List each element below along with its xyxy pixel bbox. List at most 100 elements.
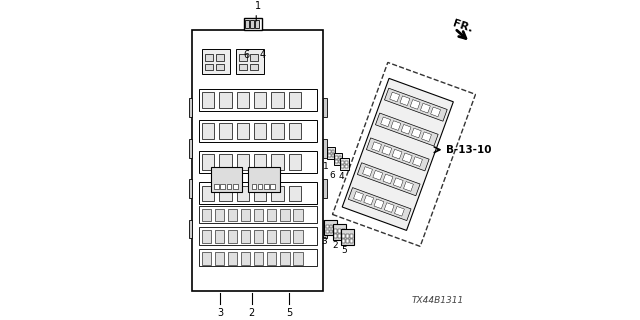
Bar: [215, 209, 224, 221]
Polygon shape: [372, 142, 381, 151]
Bar: [211, 167, 242, 192]
Bar: [350, 234, 353, 238]
Bar: [250, 20, 254, 28]
Bar: [254, 154, 266, 170]
Bar: [189, 98, 193, 117]
Bar: [293, 230, 303, 243]
Bar: [330, 230, 332, 233]
Bar: [271, 123, 284, 139]
Bar: [198, 120, 317, 142]
Text: 1: 1: [255, 1, 262, 11]
Bar: [270, 184, 275, 188]
Bar: [267, 230, 276, 243]
Bar: [239, 64, 247, 70]
Bar: [216, 54, 223, 61]
Bar: [220, 123, 232, 139]
Bar: [339, 160, 342, 164]
Bar: [202, 252, 211, 265]
Bar: [334, 229, 337, 233]
Bar: [280, 230, 289, 243]
Polygon shape: [373, 171, 383, 180]
Polygon shape: [394, 206, 404, 216]
Bar: [236, 49, 264, 74]
Bar: [335, 156, 338, 159]
Text: TX44B1311: TX44B1311: [412, 296, 465, 305]
Bar: [293, 252, 303, 265]
Bar: [326, 147, 335, 159]
Bar: [215, 252, 224, 265]
Bar: [338, 234, 341, 238]
Bar: [340, 158, 349, 170]
Bar: [280, 209, 289, 221]
Polygon shape: [376, 113, 438, 146]
Bar: [220, 184, 225, 188]
Polygon shape: [381, 117, 390, 127]
Bar: [323, 220, 327, 238]
Text: B-13-10: B-13-10: [446, 145, 492, 155]
Bar: [214, 184, 219, 188]
Bar: [342, 239, 345, 243]
Bar: [241, 230, 250, 243]
Bar: [264, 184, 269, 188]
Bar: [202, 209, 211, 221]
Polygon shape: [431, 107, 440, 117]
Bar: [202, 154, 214, 170]
Bar: [202, 49, 230, 74]
Polygon shape: [403, 153, 412, 163]
Polygon shape: [384, 203, 394, 212]
Text: 3: 3: [321, 236, 326, 245]
Bar: [237, 186, 249, 201]
Bar: [189, 179, 193, 198]
Bar: [220, 186, 232, 201]
Text: 4: 4: [339, 172, 344, 181]
Bar: [237, 92, 249, 108]
Polygon shape: [367, 138, 429, 171]
Polygon shape: [357, 163, 420, 196]
Bar: [202, 123, 214, 139]
FancyBboxPatch shape: [193, 30, 323, 291]
Bar: [280, 252, 289, 265]
Polygon shape: [392, 149, 402, 159]
Bar: [333, 230, 336, 233]
Bar: [339, 156, 342, 159]
Bar: [258, 184, 262, 188]
Text: 2: 2: [248, 308, 255, 318]
Bar: [342, 234, 345, 238]
Text: 4: 4: [259, 50, 266, 60]
Bar: [198, 228, 317, 244]
Bar: [198, 89, 317, 111]
Polygon shape: [353, 192, 364, 201]
Bar: [220, 92, 232, 108]
Bar: [342, 229, 344, 233]
Bar: [289, 123, 301, 139]
Polygon shape: [364, 195, 374, 205]
Bar: [323, 179, 327, 198]
Bar: [324, 220, 337, 235]
Polygon shape: [382, 146, 392, 155]
Bar: [254, 186, 266, 201]
Polygon shape: [391, 121, 401, 130]
Bar: [289, 186, 301, 201]
Bar: [205, 64, 212, 70]
Bar: [267, 252, 276, 265]
Bar: [254, 123, 266, 139]
Text: 5: 5: [341, 246, 347, 255]
Bar: [252, 184, 256, 188]
Text: 1: 1: [323, 162, 328, 171]
Bar: [334, 234, 337, 238]
Bar: [237, 154, 249, 170]
Polygon shape: [410, 100, 420, 109]
Bar: [341, 161, 344, 164]
Polygon shape: [383, 174, 393, 184]
Polygon shape: [412, 128, 421, 138]
Bar: [233, 184, 237, 188]
Bar: [215, 230, 224, 243]
Bar: [254, 209, 264, 221]
Bar: [335, 160, 338, 164]
Polygon shape: [348, 188, 411, 220]
Bar: [323, 98, 327, 117]
Polygon shape: [385, 88, 447, 121]
Bar: [338, 229, 341, 233]
Bar: [341, 165, 344, 168]
Bar: [271, 186, 284, 201]
